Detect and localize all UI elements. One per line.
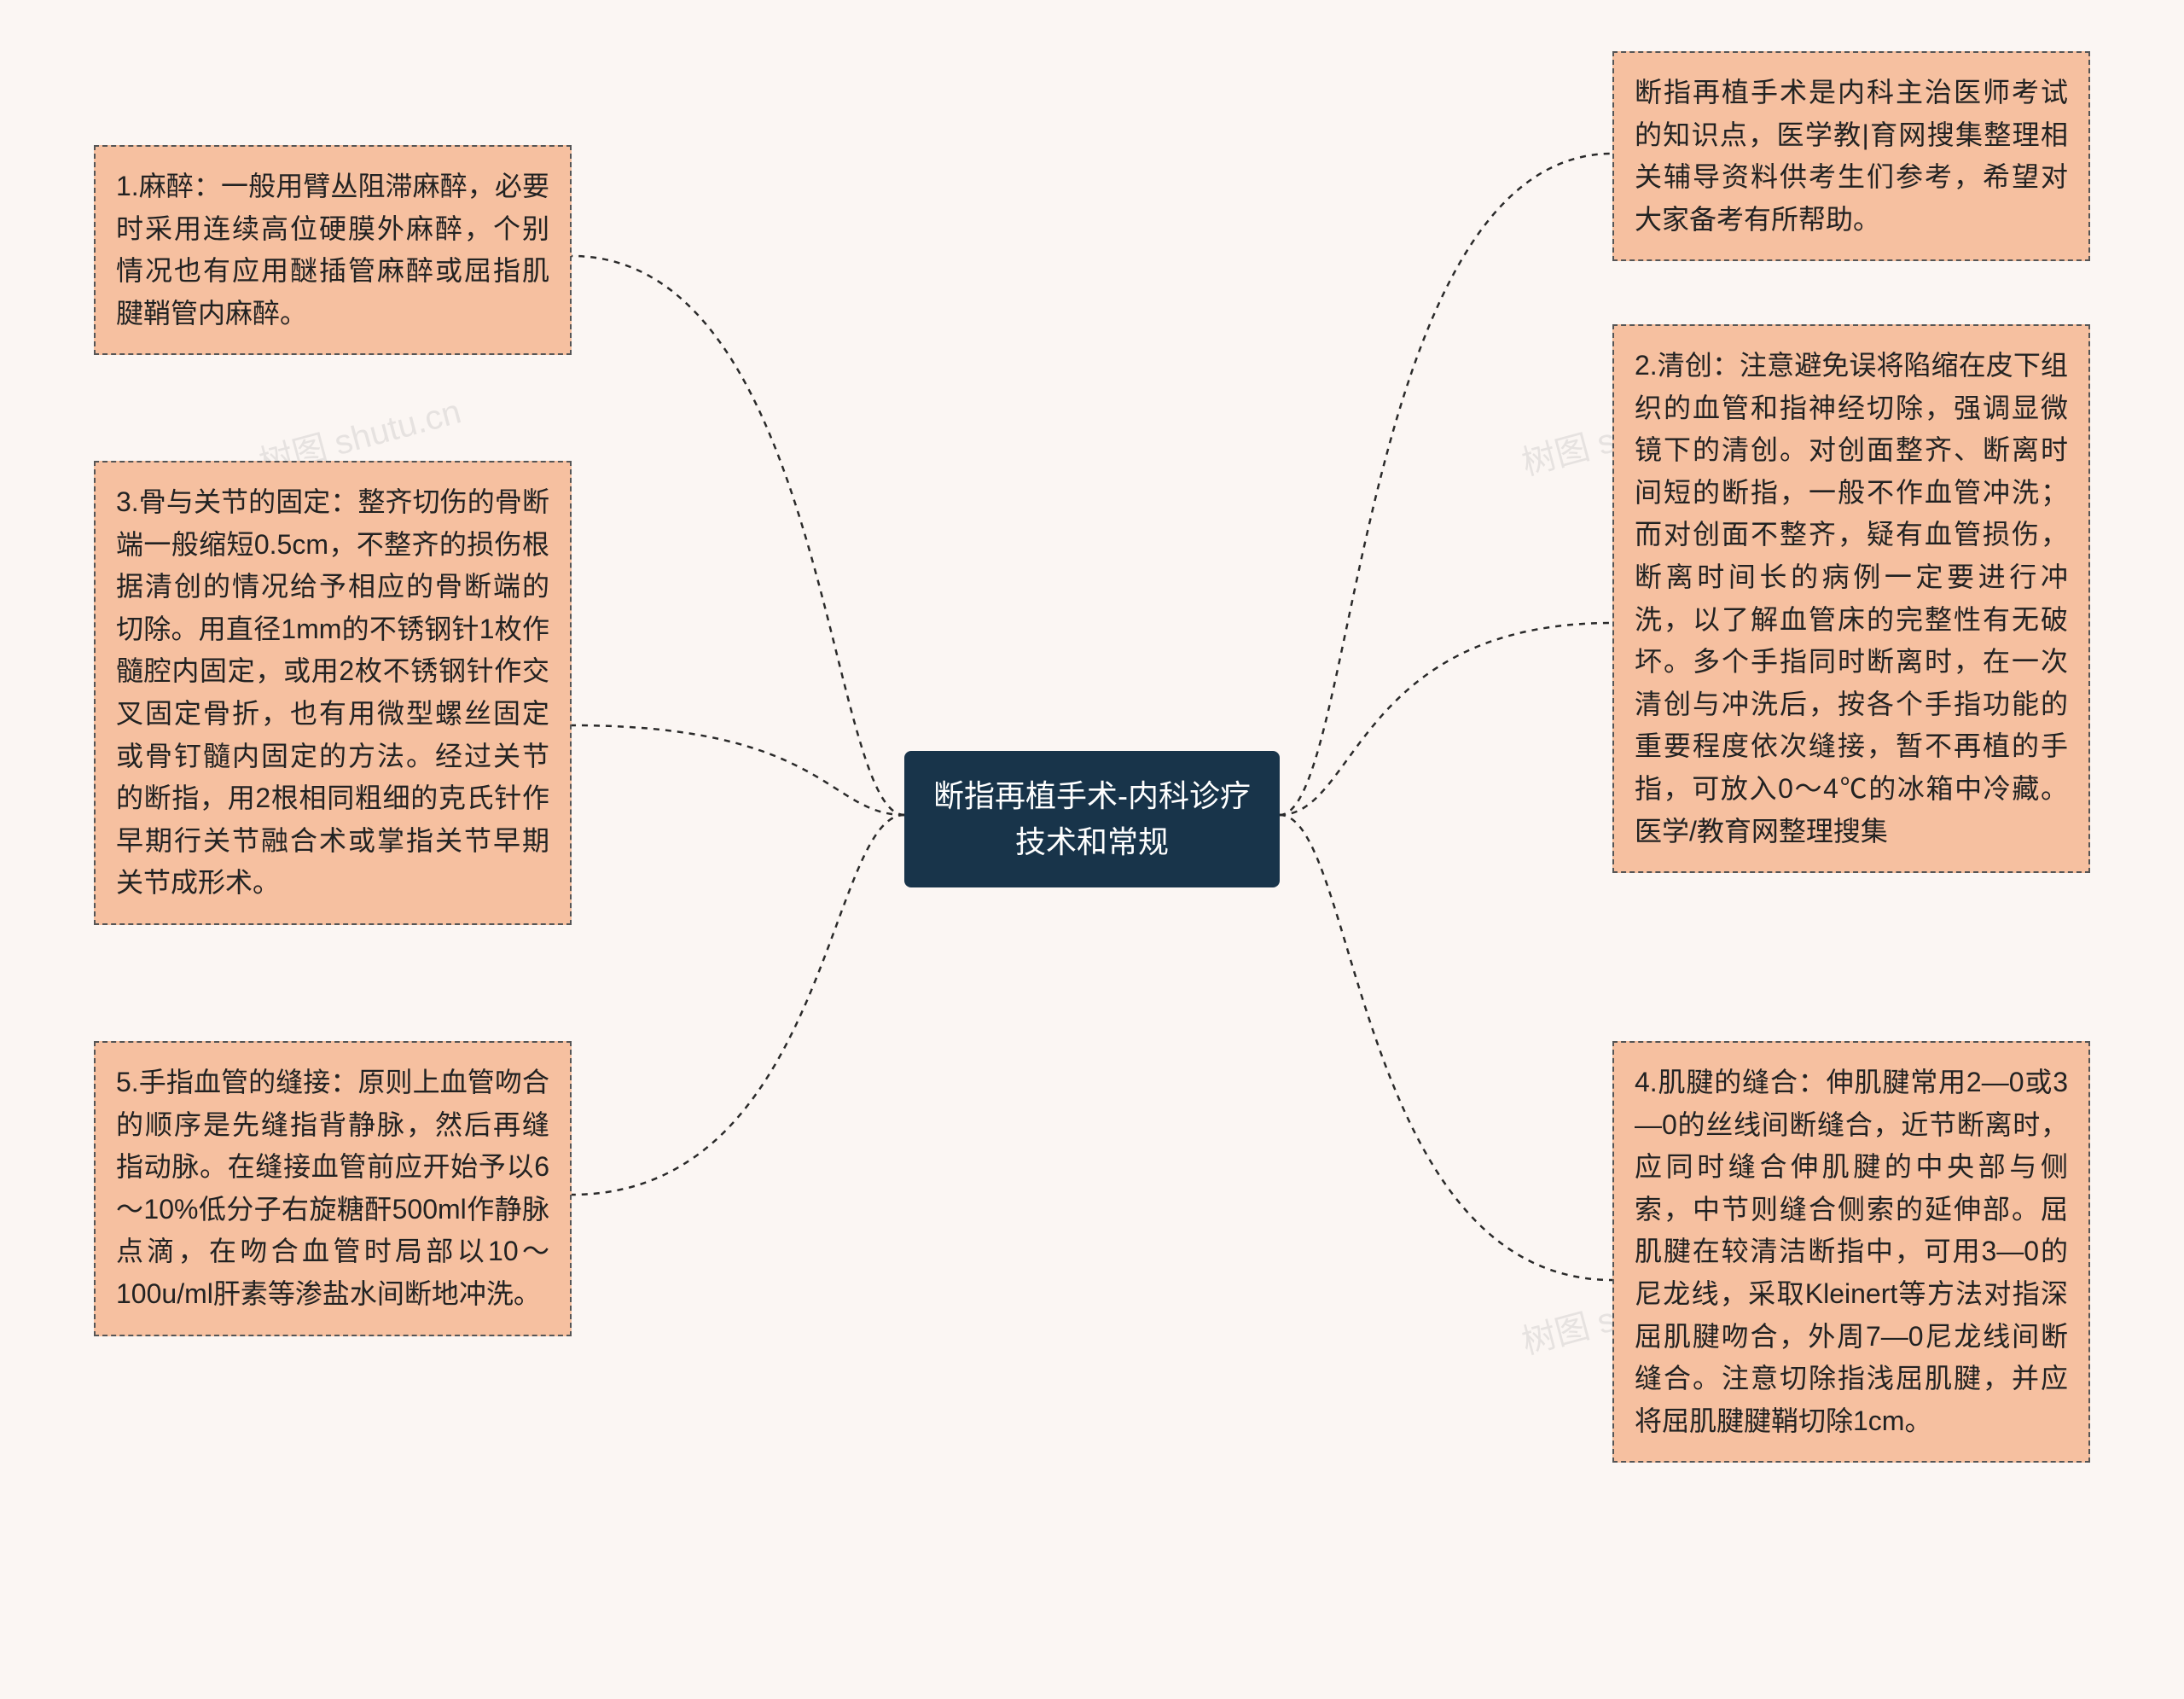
mindmap-node-5: 5.手指血管的缝接：原则上血管吻合的顺序是先缝指背静脉，然后再缝指动脉。在缝接血… xyxy=(94,1041,572,1336)
mindmap-node-4: 4.肌腱的缝合：伸肌腱常用2—0或3—0的丝线间断缝合，近节断离时，应同时缝合伸… xyxy=(1612,1041,2090,1463)
connector-right xyxy=(1280,0,1612,1621)
connector-left xyxy=(572,0,904,1451)
mindmap-center: 断指再植手术-内科诊疗技术和常规 xyxy=(904,751,1280,887)
mindmap-node-1: 1.麻醉：一般用臂丛阻滞麻醉，必要时采用连续高位硬膜外麻醉，个别情况也有应用醚插… xyxy=(94,145,572,355)
mindmap-node-intro: 断指再植手术是内科主治医师考试的知识点，医学教|育网搜集整理相关辅导资料供考生们… xyxy=(1612,51,2090,261)
mindmap-node-3: 3.骨与关节的固定：整齐切伤的骨断端一般缩短0.5cm，不整齐的损伤根据清创的情… xyxy=(94,461,572,925)
mindmap-node-2: 2.清创：注意避免误将陷缩在皮下组织的血管和指神经切除，强调显微镜下的清创。对创… xyxy=(1612,324,2090,873)
